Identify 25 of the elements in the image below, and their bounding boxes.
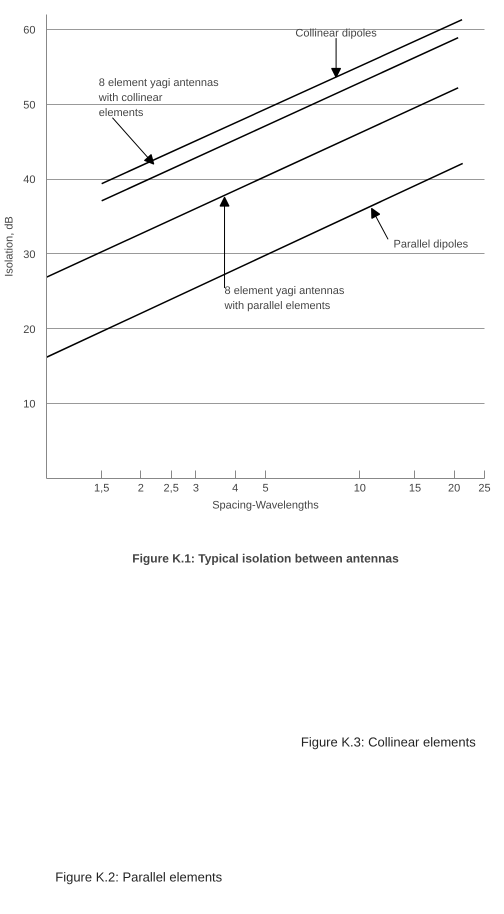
- annotation: 8 element yagi antennas with parallel elements: [224, 285, 345, 312]
- x-tick-label: 3: [192, 482, 200, 494]
- x-tick-label: 2: [138, 482, 144, 494]
- x-tick-label: 2,5: [164, 482, 179, 494]
- y-tick-label: 20: [23, 324, 36, 336]
- text: Figure K.3: Collinear elements: [300, 734, 476, 750]
- y-tick-label: 60: [23, 24, 36, 36]
- y-tick-label: 40: [23, 174, 36, 186]
- x-tick-label: 10: [354, 482, 366, 494]
- x-axis-title: Spacing-Wavelengths: [212, 500, 320, 512]
- y-tick-label: 50: [23, 99, 36, 112]
- annotation: Collinear dipoles: [295, 27, 378, 40]
- text: Figure K.1: Typical isolation between antennas: [132, 552, 400, 566]
- y-tick-label: 10: [23, 398, 36, 411]
- y-tick-label: 30: [23, 248, 36, 261]
- x-tick-label: 1,5: [94, 482, 110, 494]
- text: Figure K.2: Parallel elements: [55, 869, 223, 884]
- annotation: 8 element yagi antennas with collinear elements: [98, 77, 220, 120]
- x-tick-label: 15: [408, 482, 422, 494]
- x-tick-label: 25: [478, 482, 491, 494]
- x-tick-label: 20: [448, 482, 460, 494]
- x-tick-label: 5: [262, 482, 269, 494]
- annotation: Parallel dipoles: [394, 238, 469, 250]
- x-tick-label: 4: [232, 482, 238, 494]
- y-axis-title: Isolation, dB: [3, 216, 16, 277]
